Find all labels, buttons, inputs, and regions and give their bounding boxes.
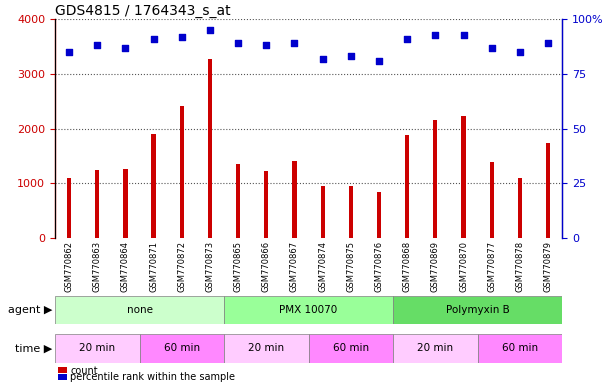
Bar [546,143,550,238]
Text: GSM770867: GSM770867 [290,241,299,292]
Point [318,56,327,62]
Bar [321,185,325,238]
Text: GSM770869: GSM770869 [431,241,440,292]
Text: GSM770862: GSM770862 [65,241,73,292]
Point [459,31,469,38]
Bar [123,169,128,238]
Text: agent ▶: agent ▶ [7,305,52,315]
Point [543,40,553,46]
Bar [55,296,224,324]
Bar [224,296,393,324]
Point [233,40,243,46]
Point [120,45,130,51]
Point [430,31,440,38]
Text: 20 min: 20 min [248,343,284,354]
Text: 60 min: 60 min [333,343,369,354]
Text: GSM770871: GSM770871 [149,241,158,292]
Point [374,58,384,64]
Point [487,45,497,51]
Bar [518,178,522,238]
Text: GSM770870: GSM770870 [459,241,468,292]
Bar [393,334,478,363]
Point [177,34,187,40]
Text: 60 min: 60 min [164,343,200,354]
Bar [67,178,71,238]
Text: GSM770878: GSM770878 [515,241,524,292]
Text: GSM770868: GSM770868 [403,241,412,292]
Bar [377,192,381,238]
Point [290,40,299,46]
Text: GSM770865: GSM770865 [233,241,243,292]
Text: none: none [126,305,153,315]
Bar [236,164,240,238]
Text: count: count [70,366,98,376]
Text: 20 min: 20 min [79,343,115,354]
Bar [405,135,409,238]
Bar [95,170,100,238]
Bar [292,162,296,238]
Bar [139,334,224,363]
Text: GSM770879: GSM770879 [544,241,552,292]
Text: GSM770876: GSM770876 [375,241,384,292]
Text: GSM770866: GSM770866 [262,241,271,292]
Bar [309,334,393,363]
Bar [55,334,139,363]
Bar [433,121,437,238]
Point [262,42,271,48]
Point [402,36,412,42]
Text: Polymyxin B: Polymyxin B [445,305,510,315]
Bar [393,296,562,324]
Text: GSM770864: GSM770864 [121,241,130,292]
Bar [180,106,184,238]
Text: GSM770877: GSM770877 [487,241,496,292]
Text: time ▶: time ▶ [15,343,52,354]
Bar [224,334,309,363]
Text: GSM770875: GSM770875 [346,241,356,292]
Text: GSM770873: GSM770873 [205,241,214,292]
Point [148,36,158,42]
Bar [478,334,562,363]
Text: percentile rank within the sample: percentile rank within the sample [70,372,235,382]
Point [205,27,215,33]
Point [92,42,102,48]
Text: PMX 10070: PMX 10070 [279,305,338,315]
Bar [349,185,353,238]
Bar [152,134,156,238]
Text: GDS4815 / 1764343_s_at: GDS4815 / 1764343_s_at [55,4,230,18]
Bar [208,59,212,238]
Point [515,49,525,55]
Bar [264,171,268,238]
Text: GSM770863: GSM770863 [93,241,102,292]
Text: GSM770872: GSM770872 [177,241,186,292]
Text: 20 min: 20 min [417,343,453,354]
Bar [489,162,494,238]
Text: 60 min: 60 min [502,343,538,354]
Point [64,49,74,55]
Text: GSM770874: GSM770874 [318,241,327,292]
Bar [461,116,466,238]
Point [346,53,356,60]
